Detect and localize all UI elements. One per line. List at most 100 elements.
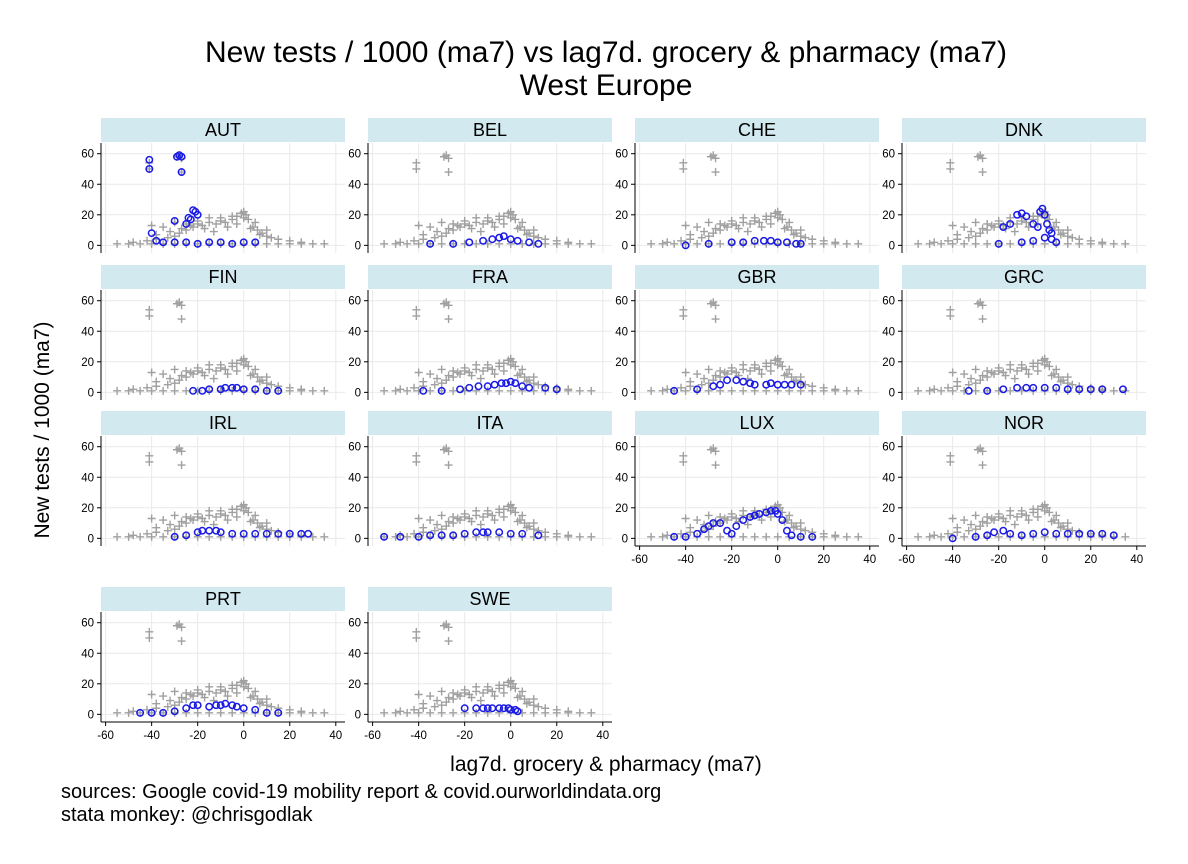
data-point [216,701,225,710]
background-point [506,682,515,691]
background-point [223,370,232,379]
y-tick-label: 40 [348,179,361,191]
background-point [488,218,497,227]
background-point [239,708,248,717]
data-point [1052,529,1061,538]
background-point [232,688,241,697]
data-point [189,386,198,395]
data-point [693,529,702,538]
background-point [147,221,156,230]
background-point [1054,226,1063,235]
background-point [495,212,504,221]
background-point [511,684,520,693]
y-tick-label: 20 [348,210,361,222]
background-point [444,637,453,646]
data-point [1086,529,1095,538]
x-tick-label: -20 [990,554,1007,566]
data-point [465,383,474,392]
data-point [1052,238,1061,247]
data-point [232,383,241,392]
background-point [449,386,458,395]
background-point [170,525,179,534]
background-point [426,516,435,525]
background-point [163,233,172,242]
background-point [755,365,764,374]
data-point [414,532,423,541]
data-point [778,516,787,524]
background-point [499,219,508,228]
y-tick-label: 60 [615,296,628,308]
background-point [693,370,702,379]
background-point [380,386,389,395]
background-point [251,511,260,520]
background-point [1109,386,1118,395]
background-point [136,386,145,395]
background-point [444,224,453,233]
y-tick-label: 20 [81,357,94,369]
background-point [978,461,987,470]
x-tick-label: 20 [550,730,563,742]
background-point [396,707,405,716]
data-point [499,232,508,241]
background-point [914,239,923,248]
data-point [228,383,237,392]
background-point [541,528,550,537]
background-point [727,509,736,518]
panel-irl: IRL 0 20 40 60 [81,411,345,546]
background-point [944,529,953,538]
background-point [467,371,476,380]
background-point [1054,519,1063,528]
data-point [495,704,504,713]
background-point [472,682,481,691]
background-point [780,371,789,380]
background-point [679,457,688,466]
data-point [766,236,775,245]
x-tick-label: 40 [329,730,342,742]
background-point [499,366,508,375]
background-point [391,532,400,541]
background-point [789,230,798,239]
y-tick-label: 0 [88,387,94,399]
background-point [410,705,419,714]
background-point [734,224,743,233]
y-tick-label: 60 [615,442,628,454]
data-point [251,529,260,538]
background-point [796,373,805,382]
background-point [495,708,504,717]
data-point [732,522,741,531]
data-point [782,238,791,247]
background-point [854,386,863,395]
background-point [426,692,435,701]
background-point [1006,239,1015,248]
data-point [205,385,214,394]
background-point [437,232,446,241]
data-point [983,386,992,395]
background-point [177,371,186,380]
background-point [182,512,191,521]
background-point [205,360,214,369]
background-point [414,708,423,717]
background-point [780,224,789,233]
background-point [552,705,561,714]
background-point [267,702,276,711]
background-point [967,227,976,236]
data-point [221,699,230,708]
y-tick-label: 60 [882,296,895,308]
background-point [175,229,184,238]
data-point [762,508,771,517]
background-point [978,224,987,233]
background-point [1010,520,1019,529]
background-point [170,379,179,388]
background-point [453,514,462,523]
background-point [700,227,709,236]
y-tick-label: 40 [348,472,361,484]
data-point [727,529,736,538]
background-point [925,386,934,395]
data-point [479,528,488,537]
y-tick-label: 40 [882,326,895,338]
background-point [472,360,481,369]
data-point [147,229,156,238]
background-point [743,520,752,529]
background-point [403,239,412,248]
data-point [525,383,534,392]
